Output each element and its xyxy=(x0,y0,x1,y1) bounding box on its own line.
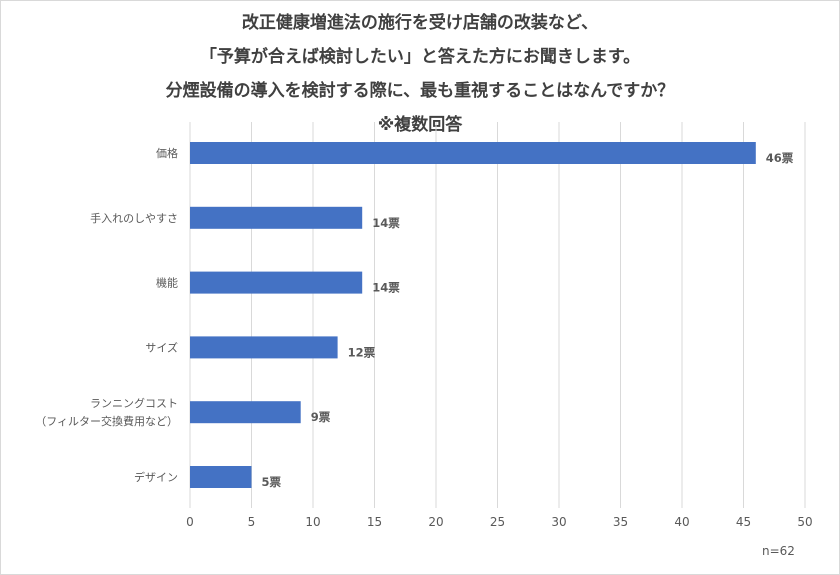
category-label: 機能 xyxy=(156,276,178,290)
bar xyxy=(190,466,252,488)
bar xyxy=(190,336,338,359)
bar xyxy=(190,401,301,424)
chart-title-line-2: 「予算が合えば検討したい」と答えた方にお聞きします。 xyxy=(199,47,641,67)
category-label: 価格 xyxy=(156,146,178,160)
data-label: 12票 xyxy=(348,345,376,359)
chart-title-line-3: 分煙設備の導入を検討する際に、最も重視することはなんですか？ xyxy=(165,81,675,101)
category-label: 手入れのしやすさ xyxy=(90,211,178,225)
data-label: 9票 xyxy=(311,410,331,424)
data-label: 46票 xyxy=(766,151,794,165)
data-label: 14票 xyxy=(372,216,400,230)
category-label: サイズ xyxy=(145,340,178,354)
x-tick-label: 50 xyxy=(797,515,812,529)
data-label: 5票 xyxy=(262,475,282,489)
data-label: 14票 xyxy=(372,281,400,295)
chart-title-line-1: 改正健康増進法の施行を受け店舗の改装など、 xyxy=(241,13,599,33)
bar xyxy=(190,206,363,229)
bar xyxy=(190,142,756,164)
x-tick-label: 25 xyxy=(490,515,505,529)
bar xyxy=(190,271,363,294)
x-tick-label: 45 xyxy=(736,515,751,529)
x-tick-label: 35 xyxy=(613,515,628,529)
x-tick-label: 5 xyxy=(248,515,256,529)
x-tick-label: 30 xyxy=(551,515,566,529)
x-tick-label: 15 xyxy=(367,515,382,529)
x-tick-label: 40 xyxy=(674,515,689,529)
x-tick-label: 0 xyxy=(186,515,194,529)
x-tick-label: 20 xyxy=(428,515,443,529)
x-tick-label: 10 xyxy=(305,515,320,529)
sample-size-note: n=62 xyxy=(762,544,795,558)
chart-title-line-4: ※複数回答 xyxy=(377,115,463,135)
category-label: ランニングコスト（フィルター交換費用など） xyxy=(35,396,178,428)
category-label: デザイン xyxy=(134,470,178,484)
